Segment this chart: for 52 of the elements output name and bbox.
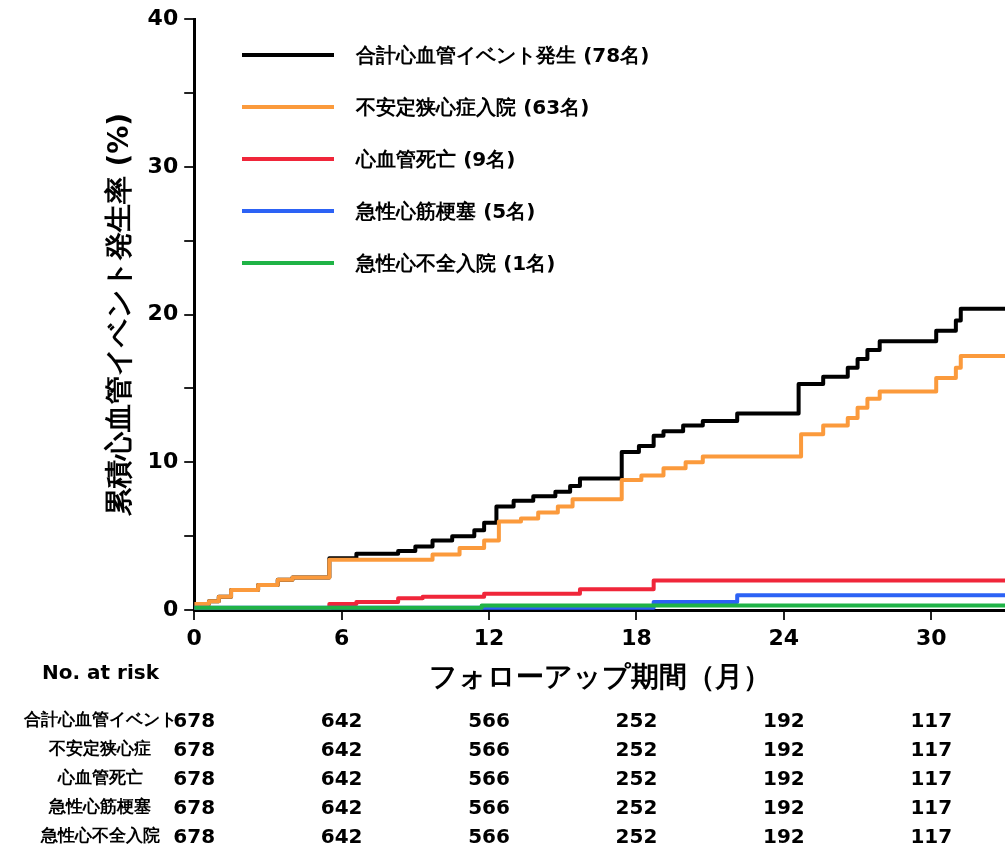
y-axis-title: 累積心血管イベント発生率 (%) — [102, 112, 136, 518]
legend-label: 急性心不全入院 (1名) — [356, 249, 556, 277]
text: 117 — [910, 795, 953, 819]
text: 566 — [468, 708, 510, 732]
text: No. at risk — [42, 660, 159, 684]
text: 566 — [468, 824, 510, 848]
text: 642 — [320, 737, 363, 761]
x-tick-label: 6 — [333, 624, 350, 650]
y-tick-label: 40 — [147, 4, 179, 30]
text: 192 — [763, 824, 805, 848]
x-tick-label: 18 — [621, 624, 652, 650]
text: 192 — [763, 766, 805, 790]
text: 678 — [173, 824, 216, 848]
text: 急性心不全入院 — [40, 824, 160, 847]
x-axis-title: フォローアップ期間（月） — [428, 660, 771, 694]
text: 117 — [910, 766, 953, 790]
x-tick-label: 12 — [473, 624, 505, 650]
y-tick-label: 10 — [147, 448, 179, 474]
text: 642 — [320, 766, 363, 790]
text: 566 — [468, 795, 510, 819]
text: 566 — [468, 766, 510, 790]
text: 192 — [763, 795, 805, 819]
text: 急性心筋梗塞 — [49, 795, 151, 818]
x-tick-label: 0 — [186, 624, 202, 650]
text: 252 — [615, 824, 658, 848]
x-tick-label: 30 — [915, 624, 947, 650]
text: 252 — [615, 737, 658, 761]
text: 192 — [763, 737, 805, 761]
legend-label: 合計心血管イベント発生 (78名) — [356, 41, 650, 69]
text: 252 — [615, 708, 658, 732]
text: 心血管死亡 — [57, 766, 143, 789]
legend-label: 不安定狭心症入院 (63名) — [356, 93, 590, 121]
text: 117 — [910, 708, 953, 732]
y-tick-label: 30 — [147, 152, 179, 178]
text: 117 — [910, 737, 953, 761]
text: 678 — [173, 766, 216, 790]
x-tick-label: 24 — [768, 624, 800, 650]
text: 192 — [763, 708, 805, 732]
text: 678 — [173, 795, 216, 819]
legend-label: 急性心筋梗塞 (5名) — [356, 197, 536, 225]
text: 252 — [615, 795, 658, 819]
text: 252 — [615, 766, 658, 790]
y-tick-label: 20 — [147, 300, 179, 326]
text: 117 — [910, 824, 953, 848]
text: 642 — [320, 708, 363, 732]
legend-label: 心血管死亡 (9名) — [356, 145, 516, 173]
text: 642 — [320, 824, 363, 848]
text: 678 — [173, 737, 216, 761]
text: 不安定狭心症 — [49, 737, 151, 760]
text: 642 — [320, 795, 363, 819]
text: 566 — [468, 737, 510, 761]
y-tick-label: 0 — [162, 595, 179, 621]
